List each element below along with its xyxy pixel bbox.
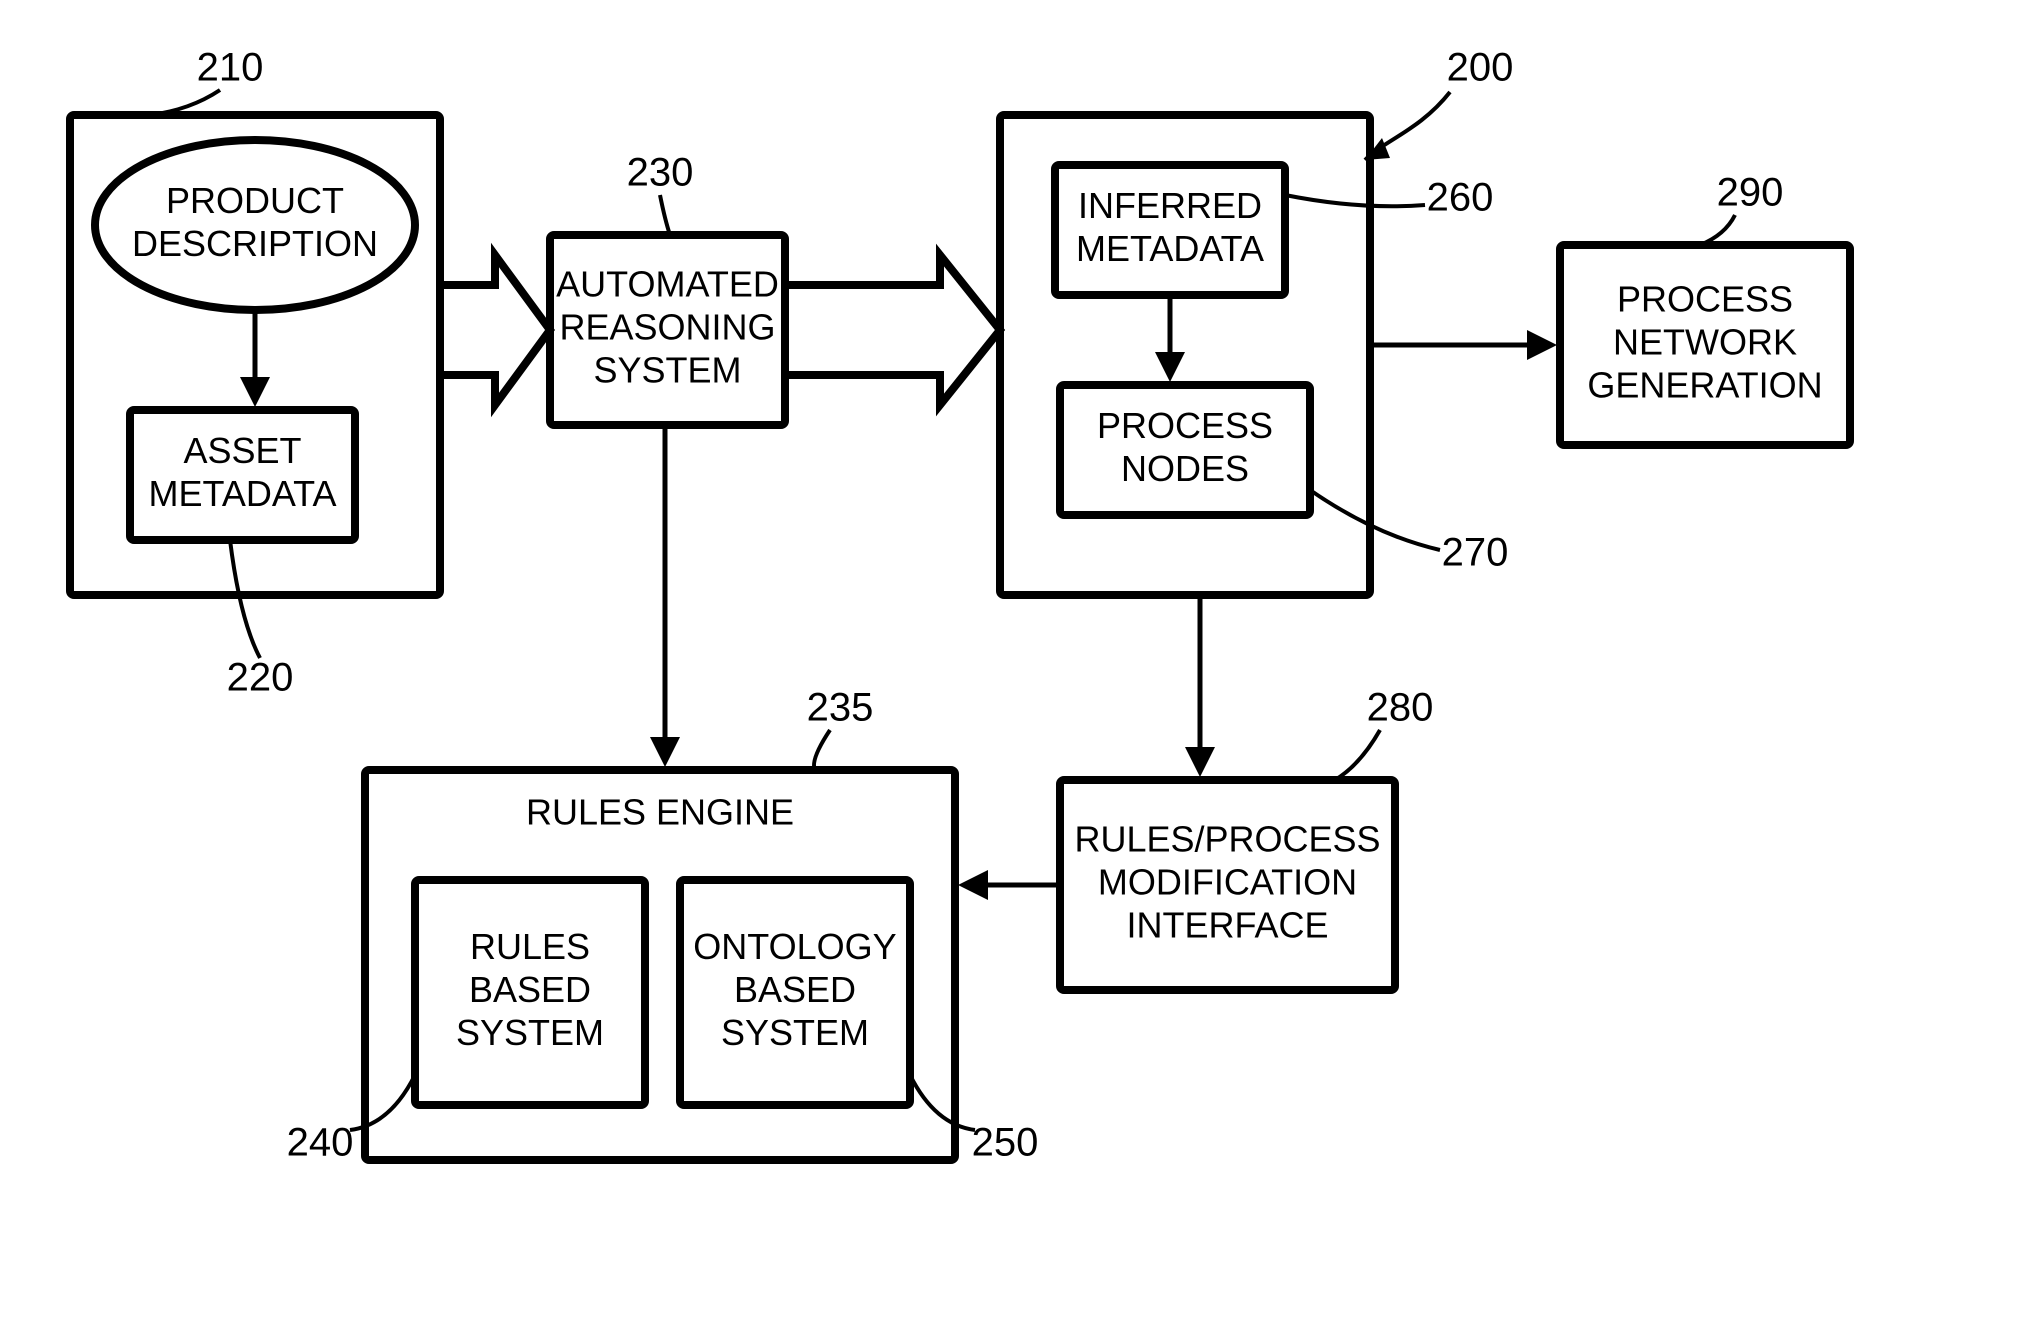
svg-text:ASSET: ASSET: [183, 430, 301, 471]
svg-text:RULES: RULES: [470, 926, 590, 967]
svg-text:PROCESS: PROCESS: [1097, 405, 1273, 446]
svg-text:NETWORK: NETWORK: [1613, 322, 1797, 363]
svg-text:METADATA: METADATA: [1076, 228, 1264, 269]
svg-text:NODES: NODES: [1121, 448, 1249, 489]
svg-text:RULES/PROCESS: RULES/PROCESS: [1074, 818, 1380, 859]
svg-text:GENERATION: GENERATION: [1587, 365, 1822, 406]
svg-text:200: 200: [1447, 46, 1514, 90]
svg-text:BASED: BASED: [469, 969, 591, 1010]
svg-text:SYSTEM: SYSTEM: [721, 1012, 869, 1053]
svg-text:210: 210: [197, 46, 264, 90]
svg-text:SYSTEM: SYSTEM: [456, 1012, 604, 1053]
svg-text:250: 250: [972, 1121, 1039, 1165]
svg-text:230: 230: [627, 151, 694, 195]
svg-text:INTERFACE: INTERFACE: [1126, 905, 1328, 946]
svg-text:SYSTEM: SYSTEM: [593, 350, 741, 391]
svg-text:290: 290: [1717, 171, 1784, 215]
svg-text:PRODUCT: PRODUCT: [166, 180, 344, 221]
svg-text:INFERRED: INFERRED: [1078, 185, 1262, 226]
flowchart-diagram: PRODUCTDESCRIPTIONASSETMETADATAAUTOMATED…: [0, 0, 2042, 1325]
svg-text:ONTOLOGY: ONTOLOGY: [693, 926, 896, 967]
svg-text:270: 270: [1442, 531, 1509, 575]
svg-text:REASONING: REASONING: [559, 307, 775, 348]
svg-text:AUTOMATED: AUTOMATED: [556, 263, 779, 304]
svg-text:RULES ENGINE: RULES ENGINE: [526, 792, 794, 833]
svg-text:280: 280: [1367, 686, 1434, 730]
svg-text:DESCRIPTION: DESCRIPTION: [132, 223, 378, 264]
svg-text:METADATA: METADATA: [149, 473, 337, 514]
diagram-layer: PRODUCTDESCRIPTIONASSETMETADATAAUTOMATED…: [70, 46, 1850, 1165]
svg-text:220: 220: [227, 656, 294, 700]
svg-text:260: 260: [1427, 176, 1494, 220]
svg-text:PROCESS: PROCESS: [1617, 278, 1793, 319]
svg-text:BASED: BASED: [734, 969, 856, 1010]
svg-text:235: 235: [807, 686, 874, 730]
svg-text:240: 240: [287, 1121, 354, 1165]
svg-text:MODIFICATION: MODIFICATION: [1098, 862, 1357, 903]
